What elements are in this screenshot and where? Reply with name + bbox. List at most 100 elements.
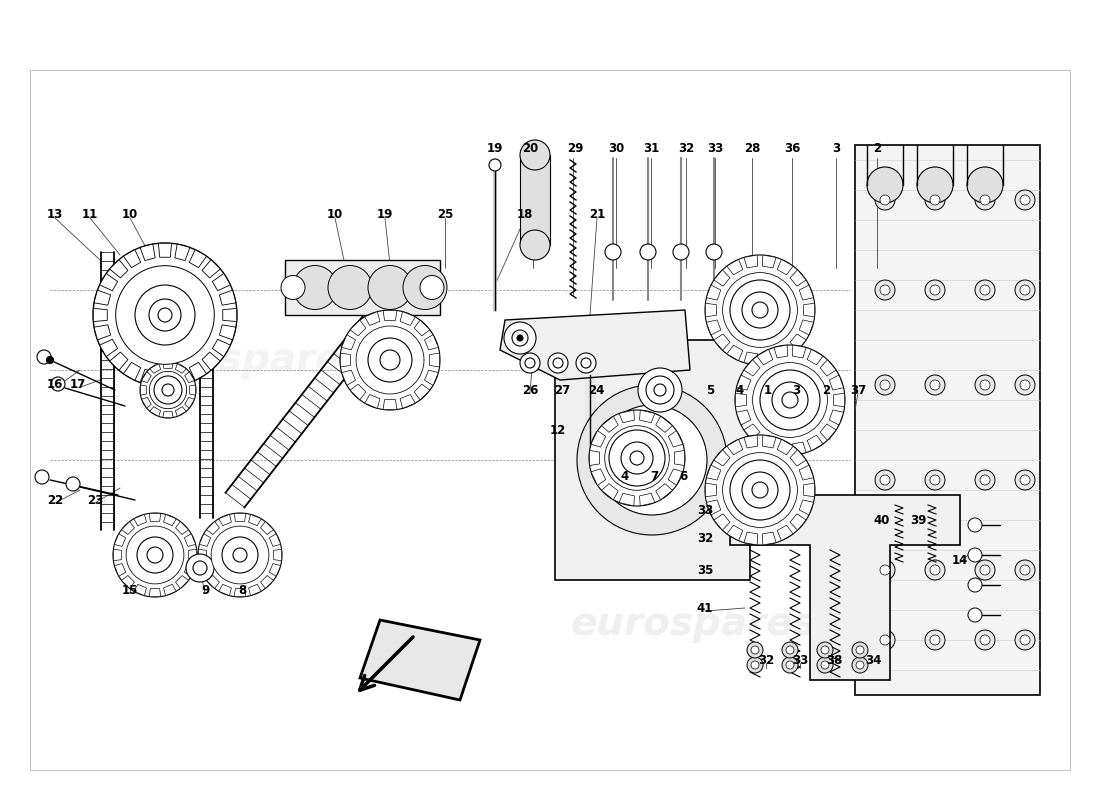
Circle shape — [975, 280, 996, 300]
Circle shape — [874, 630, 895, 650]
Circle shape — [735, 345, 845, 455]
Circle shape — [420, 275, 444, 299]
Circle shape — [782, 392, 797, 408]
Polygon shape — [341, 353, 351, 367]
Circle shape — [968, 518, 982, 532]
Text: 7: 7 — [650, 470, 658, 482]
Circle shape — [113, 513, 197, 597]
Polygon shape — [656, 484, 672, 500]
Text: 30: 30 — [608, 142, 624, 154]
Polygon shape — [778, 345, 793, 361]
Text: 3: 3 — [832, 142, 840, 154]
Circle shape — [51, 377, 65, 391]
Circle shape — [852, 642, 868, 658]
Text: 19: 19 — [487, 142, 503, 154]
Text: 13: 13 — [47, 209, 63, 222]
Polygon shape — [829, 410, 844, 425]
Text: 37: 37 — [850, 383, 866, 397]
Polygon shape — [778, 259, 793, 275]
Text: 33: 33 — [792, 654, 808, 666]
Circle shape — [150, 372, 186, 408]
Circle shape — [588, 410, 685, 506]
Text: 33: 33 — [697, 503, 713, 517]
Circle shape — [520, 140, 550, 170]
Text: 22: 22 — [47, 494, 63, 506]
Circle shape — [553, 358, 563, 368]
Circle shape — [742, 472, 778, 508]
Polygon shape — [219, 584, 231, 596]
Polygon shape — [706, 320, 721, 335]
Circle shape — [760, 370, 820, 430]
Circle shape — [782, 657, 797, 673]
Polygon shape — [834, 394, 845, 406]
Polygon shape — [792, 442, 806, 455]
Circle shape — [772, 382, 808, 418]
Circle shape — [856, 661, 864, 669]
Text: 11: 11 — [81, 209, 98, 222]
Circle shape — [752, 482, 768, 498]
Circle shape — [1015, 470, 1035, 490]
Polygon shape — [727, 345, 742, 361]
Polygon shape — [360, 620, 480, 700]
Circle shape — [1015, 560, 1035, 580]
Polygon shape — [113, 550, 121, 561]
Polygon shape — [744, 532, 758, 545]
Circle shape — [730, 460, 790, 520]
Polygon shape — [744, 255, 758, 268]
Circle shape — [975, 560, 996, 580]
Circle shape — [925, 190, 945, 210]
Polygon shape — [212, 339, 230, 357]
Polygon shape — [134, 584, 146, 596]
Polygon shape — [158, 373, 172, 386]
Text: eurospares: eurospares — [119, 341, 365, 379]
Circle shape — [403, 266, 447, 310]
Circle shape — [638, 368, 682, 412]
Polygon shape — [800, 500, 814, 515]
Polygon shape — [202, 352, 220, 370]
Circle shape — [548, 353, 568, 373]
Circle shape — [880, 475, 890, 485]
Polygon shape — [94, 309, 107, 322]
Circle shape — [874, 280, 895, 300]
Circle shape — [1015, 190, 1035, 210]
Circle shape — [752, 362, 827, 438]
Polygon shape — [400, 394, 416, 408]
Text: 6: 6 — [679, 470, 688, 482]
Polygon shape — [365, 394, 380, 408]
Polygon shape — [778, 439, 793, 455]
Text: 24: 24 — [587, 383, 604, 397]
Polygon shape — [123, 362, 141, 380]
Polygon shape — [790, 334, 806, 350]
Circle shape — [576, 353, 596, 373]
Circle shape — [198, 513, 282, 597]
Circle shape — [512, 330, 528, 346]
Polygon shape — [705, 303, 716, 317]
Polygon shape — [134, 514, 146, 526]
Polygon shape — [706, 500, 721, 515]
Circle shape — [1020, 195, 1030, 205]
Polygon shape — [199, 534, 211, 546]
Circle shape — [930, 285, 940, 295]
Circle shape — [186, 554, 214, 582]
Circle shape — [368, 338, 412, 382]
Text: 38: 38 — [826, 654, 843, 666]
Polygon shape — [591, 430, 606, 447]
Text: 10: 10 — [122, 209, 139, 222]
Circle shape — [126, 526, 184, 584]
Text: 4: 4 — [620, 470, 629, 482]
Circle shape — [646, 376, 674, 404]
Polygon shape — [714, 270, 730, 286]
Circle shape — [328, 266, 372, 310]
Text: 20: 20 — [521, 142, 538, 154]
Text: 12: 12 — [550, 423, 566, 437]
Polygon shape — [762, 532, 777, 545]
Text: 26: 26 — [521, 383, 538, 397]
Polygon shape — [189, 250, 207, 268]
Circle shape — [504, 322, 536, 354]
Circle shape — [874, 190, 895, 210]
Circle shape — [605, 426, 669, 490]
Circle shape — [578, 385, 727, 535]
Circle shape — [520, 230, 550, 260]
Polygon shape — [736, 410, 751, 425]
Circle shape — [782, 642, 797, 658]
